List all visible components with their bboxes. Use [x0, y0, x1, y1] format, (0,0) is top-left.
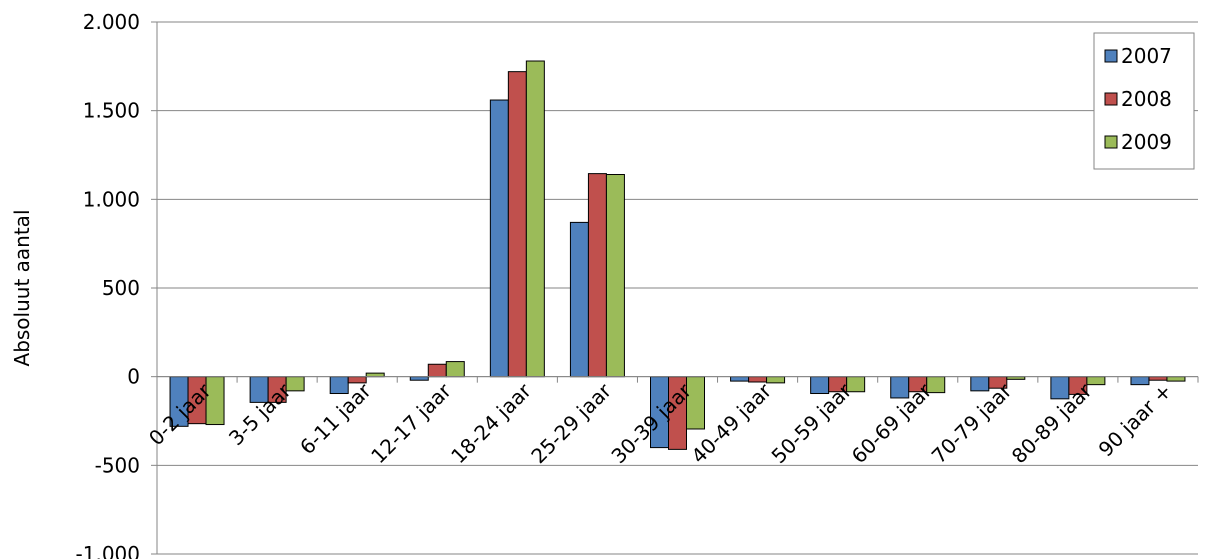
y-axis-title: Absoluut aantal: [10, 210, 34, 367]
bar-2007-12: [1130, 376, 1150, 386]
y-tick-label: 0: [127, 365, 140, 389]
x-tick-label: 18-24 jaar: [446, 378, 536, 468]
y-tick-label: 500: [102, 276, 140, 300]
bar-2009-4: [525, 60, 545, 378]
legend: 2007 2008 2009: [1093, 32, 1195, 170]
bar-2007-10: [970, 376, 990, 392]
y-tick-label: 2.000: [83, 10, 140, 34]
legend-label-2009: 2009: [1121, 130, 1172, 154]
bar-2009-7: [766, 376, 786, 384]
legend-swatch-2009: [1104, 135, 1118, 149]
bar-2007-5: [569, 221, 589, 378]
y-tick-labels: -1.000 -500 0 500 1.000 1.500 2.000: [76, 10, 140, 559]
legend-label-2008: 2008: [1121, 87, 1172, 111]
bar-2009-6: [686, 376, 705, 430]
bar-2008-4: [507, 71, 527, 378]
y-tick-label: 1.000: [83, 187, 140, 211]
bar-2009-2: [365, 372, 385, 378]
x-tick-label: 25-29 jaar: [526, 378, 616, 468]
y-tick-label: -1.000: [76, 542, 140, 559]
y-tick-label: -500: [95, 453, 140, 477]
bar-2009-3: [445, 361, 465, 378]
axes: [151, 21, 1199, 555]
bar-2007-7: [730, 376, 750, 382]
bar-2007-4: [489, 99, 509, 378]
legend-swatch-2008: [1104, 92, 1118, 106]
bar-2009-5: [605, 174, 625, 378]
bar-2008-5: [587, 173, 607, 378]
gridlines: [157, 21, 1198, 555]
x-tick-label: 12-17 jaar: [366, 378, 456, 468]
bar-2007-3: [409, 376, 429, 381]
bar-2008-3: [427, 363, 447, 378]
bar-2009-12: [1166, 376, 1186, 382]
legend-swatch-2007: [1104, 49, 1118, 63]
y-tick-label: 1.500: [83, 99, 140, 123]
legend-label-2007: 2007: [1121, 44, 1172, 68]
bar-2009-11: [1086, 376, 1106, 386]
x-tick-label: 90 jaar +: [1094, 379, 1177, 462]
bars: [169, 60, 1186, 450]
